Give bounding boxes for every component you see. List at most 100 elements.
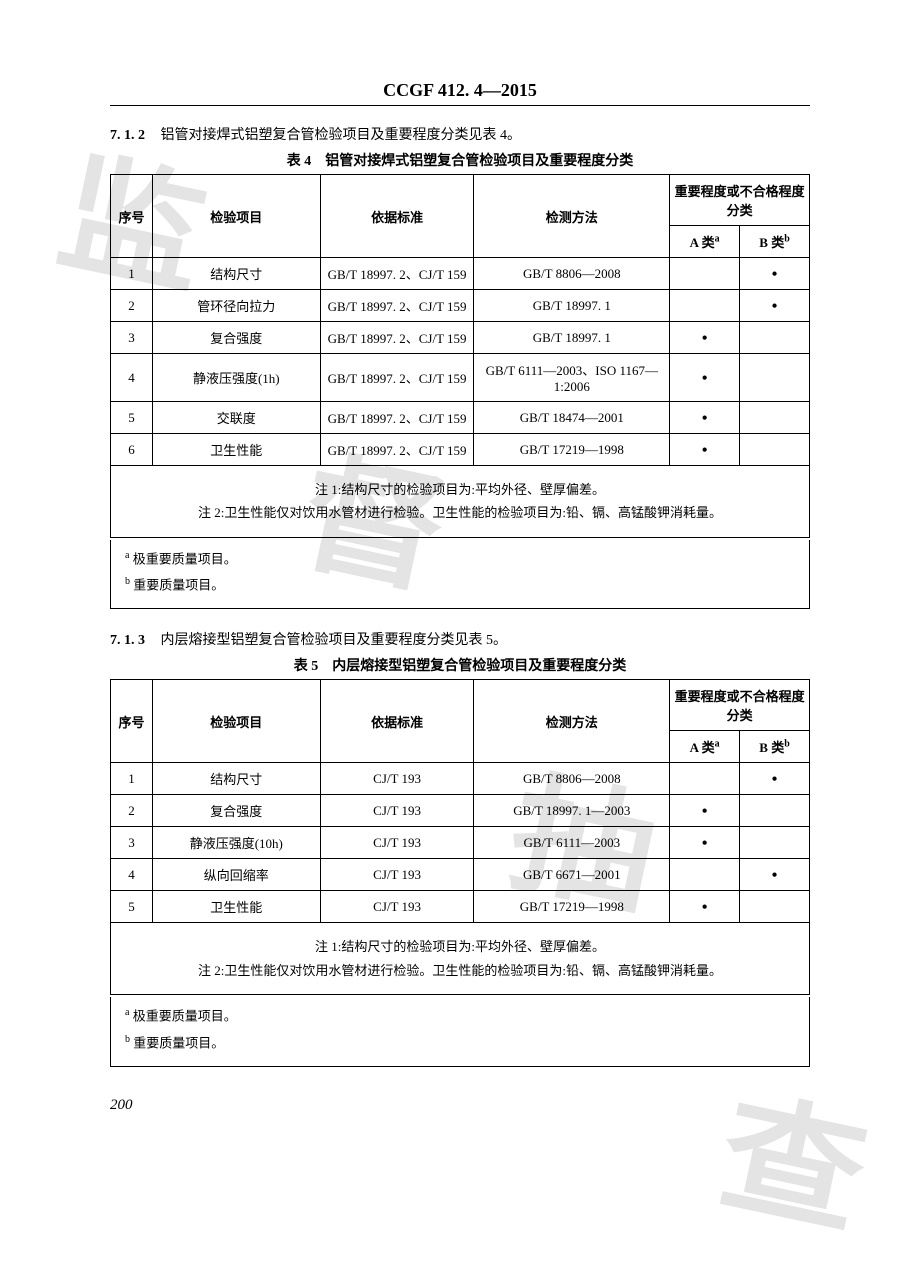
document-header-title: CCGF 412. 4—2015 — [110, 80, 810, 101]
cell-a: • — [670, 891, 740, 923]
cell-std: CJ/T 193 — [320, 827, 474, 859]
cell-seq: 5 — [111, 891, 153, 923]
cell-seq: 1 — [111, 763, 153, 795]
footnote-b: b 重要质量项目。 — [125, 572, 795, 598]
table-row: 4 纵向回缩率 CJ/T 193 GB/T 6671—2001 • — [111, 859, 810, 891]
cell-seq: 2 — [111, 290, 153, 322]
footnote-b: b 重要质量项目。 — [125, 1030, 795, 1056]
footnote-a: a 极重要质量项目。 — [125, 546, 795, 572]
th-seq: 序号 — [111, 680, 153, 763]
page-number: 200 — [110, 1097, 810, 1114]
th-grade-group: 重要程度或不合格程度分类 — [670, 680, 810, 731]
th-grade-group: 重要程度或不合格程度分类 — [670, 175, 810, 226]
cell-item: 卫生性能 — [152, 891, 320, 923]
header-rule — [110, 105, 810, 106]
cell-a — [670, 290, 740, 322]
cell-a — [670, 859, 740, 891]
th-method: 检测方法 — [474, 680, 670, 763]
table-header-row: 序号 检验项目 依据标准 检测方法 重要程度或不合格程度分类 — [111, 175, 810, 226]
cell-std: GB/T 18997. 2、CJ/T 159 — [320, 434, 474, 466]
cell-item: 结构尺寸 — [152, 763, 320, 795]
table-5-footnotes: a 极重要质量项目。 b 重要质量项目。 — [110, 997, 810, 1067]
section-number: 7. 1. 2 — [110, 128, 145, 143]
cell-b — [740, 795, 810, 827]
cell-b — [740, 322, 810, 354]
table-4-notes: 注 1:结构尺寸的检验项目为:平均外径、壁厚偏差。 注 2:卫生性能仅对饮用水管… — [111, 466, 810, 538]
th-b: B 类b — [740, 731, 810, 763]
table-4: 序号 检验项目 依据标准 检测方法 重要程度或不合格程度分类 A 类a B 类b… — [110, 174, 810, 538]
cell-std: CJ/T 193 — [320, 763, 474, 795]
table-row: 1 结构尺寸 GB/T 18997. 2、CJ/T 159 GB/T 8806—… — [111, 258, 810, 290]
footnote-a: a 极重要质量项目。 — [125, 1003, 795, 1029]
table-row: 2 管环径向拉力 GB/T 18997. 2、CJ/T 159 GB/T 189… — [111, 290, 810, 322]
cell-b — [740, 354, 810, 402]
cell-method: GB/T 6671—2001 — [474, 859, 670, 891]
cell-a — [670, 763, 740, 795]
cell-std: GB/T 18997. 2、CJ/T 159 — [320, 402, 474, 434]
table-4-footnotes: a 极重要质量项目。 b 重要质量项目。 — [110, 540, 810, 610]
cell-seq: 3 — [111, 322, 153, 354]
cell-method: GB/T 6111—2003、ISO 1167—1:2006 — [474, 354, 670, 402]
cell-item: 静液压强度(10h) — [152, 827, 320, 859]
cell-a: • — [670, 322, 740, 354]
table-4-caption: 表 4 铝管对接焊式铝塑复合管检验项目及重要程度分类 — [110, 150, 810, 170]
cell-method: GB/T 17219—1998 — [474, 891, 670, 923]
table-row: 1 结构尺寸 CJ/T 193 GB/T 8806—2008 • — [111, 763, 810, 795]
note-2: 注 2:卫生性能仅对饮用水管材进行检验。卫生性能的检验项目为:铅、镉、高锰酸钾消… — [125, 501, 795, 524]
cell-item: 管环径向拉力 — [152, 290, 320, 322]
table-row: 2 复合强度 CJ/T 193 GB/T 18997. 1—2003 • — [111, 795, 810, 827]
cell-a: • — [670, 795, 740, 827]
cell-method: GB/T 18474—2001 — [474, 402, 670, 434]
cell-a: • — [670, 434, 740, 466]
table-header-row: 序号 检验项目 依据标准 检测方法 重要程度或不合格程度分类 — [111, 680, 810, 731]
cell-seq: 4 — [111, 354, 153, 402]
section-text: 内层熔接型铝塑复合管检验项目及重要程度分类见表 5。 — [161, 633, 508, 648]
cell-item: 交联度 — [152, 402, 320, 434]
cell-b: • — [740, 290, 810, 322]
cell-method: GB/T 18997. 1 — [474, 322, 670, 354]
note-2: 注 2:卫生性能仅对饮用水管材进行检验。卫生性能的检验项目为:铅、镉、高锰酸钾消… — [125, 959, 795, 982]
cell-a: • — [670, 827, 740, 859]
cell-item: 卫生性能 — [152, 434, 320, 466]
cell-b: • — [740, 763, 810, 795]
cell-std: GB/T 18997. 2、CJ/T 159 — [320, 290, 474, 322]
cell-std: GB/T 18997. 2、CJ/T 159 — [320, 258, 474, 290]
th-item: 检验项目 — [152, 680, 320, 763]
th-b: B 类b — [740, 226, 810, 258]
note-1: 注 1:结构尺寸的检验项目为:平均外径、壁厚偏差。 — [125, 478, 795, 501]
cell-method: GB/T 18997. 1 — [474, 290, 670, 322]
section-number: 7. 1. 3 — [110, 633, 145, 648]
cell-a — [670, 258, 740, 290]
cell-b — [740, 827, 810, 859]
table-5-caption: 表 5 内层熔接型铝塑复合管检验项目及重要程度分类 — [110, 655, 810, 675]
cell-method: GB/T 17219—1998 — [474, 434, 670, 466]
table-notes-row: 注 1:结构尺寸的检验项目为:平均外径、壁厚偏差。 注 2:卫生性能仅对饮用水管… — [111, 466, 810, 538]
section-7-1-3: 7. 1. 3 内层熔接型铝塑复合管检验项目及重要程度分类见表 5。 — [110, 629, 810, 649]
cell-seq: 5 — [111, 402, 153, 434]
cell-std: CJ/T 193 — [320, 891, 474, 923]
section-text: 铝管对接焊式铝塑复合管检验项目及重要程度分类见表 4。 — [161, 128, 522, 143]
cell-a: • — [670, 354, 740, 402]
th-method: 检测方法 — [474, 175, 670, 258]
table-row: 4 静液压强度(1h) GB/T 18997. 2、CJ/T 159 GB/T … — [111, 354, 810, 402]
cell-item: 复合强度 — [152, 322, 320, 354]
cell-item: 纵向回缩率 — [152, 859, 320, 891]
cell-method: GB/T 18997. 1—2003 — [474, 795, 670, 827]
cell-seq: 3 — [111, 827, 153, 859]
cell-std: GB/T 18997. 2、CJ/T 159 — [320, 322, 474, 354]
cell-a: • — [670, 402, 740, 434]
cell-method: GB/T 8806—2008 — [474, 763, 670, 795]
cell-b — [740, 434, 810, 466]
cell-item: 结构尺寸 — [152, 258, 320, 290]
cell-b: • — [740, 859, 810, 891]
table-row: 3 静液压强度(10h) CJ/T 193 GB/T 6111—2003 • — [111, 827, 810, 859]
table-row: 5 交联度 GB/T 18997. 2、CJ/T 159 GB/T 18474—… — [111, 402, 810, 434]
table-5: 序号 检验项目 依据标准 检测方法 重要程度或不合格程度分类 A 类a B 类b… — [110, 679, 810, 995]
th-item: 检验项目 — [152, 175, 320, 258]
th-std: 依据标准 — [320, 680, 474, 763]
cell-method: GB/T 8806—2008 — [474, 258, 670, 290]
section-7-1-2: 7. 1. 2 铝管对接焊式铝塑复合管检验项目及重要程度分类见表 4。 — [110, 124, 810, 144]
cell-item: 静液压强度(1h) — [152, 354, 320, 402]
cell-b — [740, 891, 810, 923]
cell-item: 复合强度 — [152, 795, 320, 827]
